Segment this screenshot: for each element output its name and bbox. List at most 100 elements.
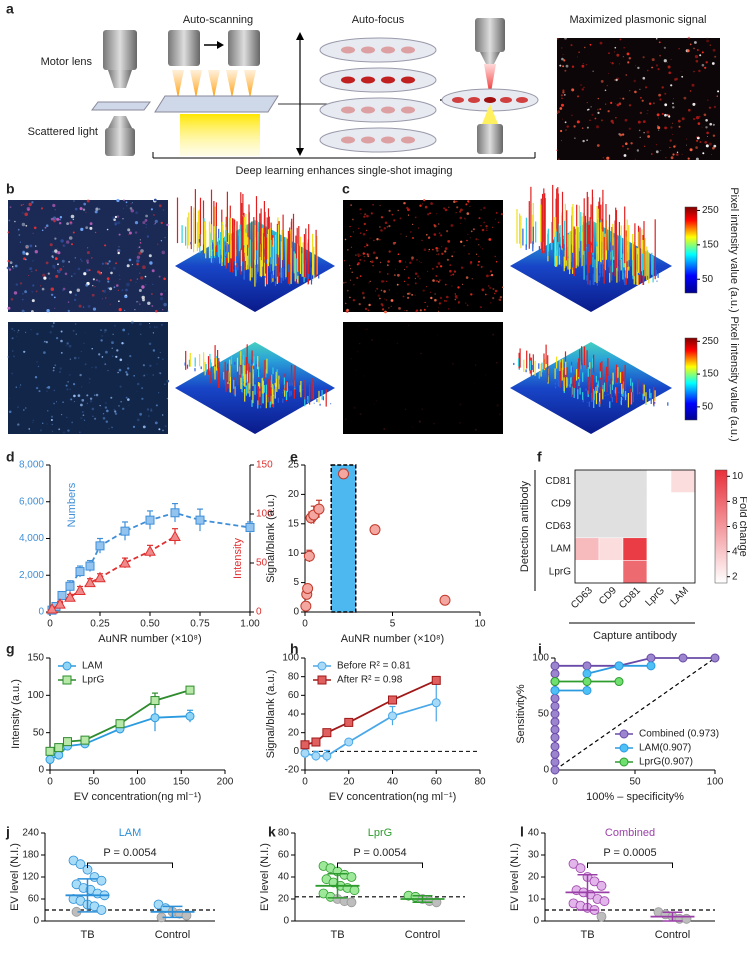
image-speckle bbox=[419, 278, 421, 280]
image-speckle bbox=[63, 431, 65, 434]
image-speckle bbox=[637, 120, 641, 124]
image-speckle bbox=[490, 273, 494, 277]
image-speckle bbox=[68, 236, 73, 240]
image-speckle bbox=[411, 294, 413, 296]
colorbar-label: Fold change bbox=[737, 496, 747, 557]
heat-cell bbox=[670, 514, 696, 539]
image-speckle bbox=[35, 386, 39, 390]
image-speckle bbox=[436, 280, 438, 282]
image-speckle bbox=[670, 156, 674, 160]
colorbar-tick-label: 6 bbox=[732, 521, 738, 532]
marker bbox=[94, 571, 106, 583]
marker bbox=[614, 677, 624, 687]
spot bbox=[381, 106, 395, 114]
image-speckle bbox=[161, 323, 163, 326]
image-speckle bbox=[364, 307, 368, 311]
spot bbox=[401, 46, 415, 54]
image-speckle bbox=[410, 231, 412, 233]
colorbar-tick-label: 50 bbox=[702, 274, 714, 285]
image-speckle bbox=[117, 221, 121, 225]
image-speckle bbox=[384, 298, 385, 300]
y-tick-label: 30 bbox=[528, 850, 540, 861]
image-speckle bbox=[50, 217, 54, 221]
image-speckle bbox=[634, 90, 637, 94]
image-speckle bbox=[104, 244, 107, 247]
y-axis-label: EV level (N.I.) bbox=[9, 843, 21, 911]
image-speckle bbox=[480, 224, 482, 227]
image-speckle bbox=[107, 287, 110, 290]
x-tick-label: LAM bbox=[669, 585, 691, 607]
image-speckle bbox=[477, 239, 479, 241]
image-speckle bbox=[80, 258, 82, 260]
missing-cell bbox=[622, 514, 648, 539]
y-tick-label: 0 bbox=[38, 607, 44, 618]
image-speckle bbox=[141, 285, 145, 289]
spot bbox=[500, 97, 512, 103]
marker bbox=[550, 669, 560, 679]
image-speckle bbox=[443, 207, 446, 210]
marker bbox=[54, 743, 64, 753]
image-speckle bbox=[454, 298, 457, 301]
image-speckle bbox=[350, 204, 352, 206]
image-speckle bbox=[496, 361, 498, 364]
image-speckle bbox=[670, 84, 673, 87]
image-speckle bbox=[489, 286, 492, 290]
image-speckle bbox=[131, 202, 133, 204]
image-speckle bbox=[35, 290, 38, 293]
image-speckle bbox=[664, 92, 667, 95]
image-speckle bbox=[687, 36, 691, 40]
image-speckle bbox=[388, 307, 390, 309]
image-speckle bbox=[657, 125, 659, 127]
image-speckle bbox=[134, 231, 138, 234]
image-speckle bbox=[663, 59, 667, 63]
image-speckle bbox=[363, 259, 366, 262]
image-speckle bbox=[627, 61, 630, 64]
objective bbox=[168, 30, 200, 66]
image-speckle bbox=[628, 104, 632, 107]
image-speckle bbox=[110, 396, 113, 399]
image-speckle bbox=[85, 268, 90, 272]
image-speckle bbox=[166, 223, 169, 227]
image-speckle bbox=[13, 355, 15, 358]
image-speckle bbox=[561, 140, 563, 142]
light-cone bbox=[190, 70, 202, 98]
image-speckle bbox=[81, 399, 83, 401]
image-speckle bbox=[697, 122, 701, 125]
image-speckle bbox=[368, 282, 370, 284]
image-speckle bbox=[415, 309, 419, 312]
focus-plane bbox=[319, 127, 437, 153]
image-speckle bbox=[432, 248, 434, 251]
image-speckle bbox=[618, 102, 622, 105]
image-speckle bbox=[151, 293, 153, 295]
image-speckle bbox=[127, 367, 130, 370]
image-speckle bbox=[151, 269, 155, 273]
marker bbox=[619, 729, 629, 739]
image-speckle bbox=[433, 233, 437, 236]
y-tick-label: 6,000 bbox=[19, 496, 44, 507]
image-speckle bbox=[51, 325, 54, 328]
image-speckle bbox=[414, 294, 416, 296]
legend-label: Combined (0.973) bbox=[639, 729, 719, 740]
image-speckle bbox=[496, 404, 499, 407]
image-speckle bbox=[489, 270, 493, 273]
image-speckle bbox=[91, 366, 93, 368]
image-speckle bbox=[162, 414, 164, 416]
image-speckle bbox=[474, 364, 477, 366]
image-speckle bbox=[407, 324, 410, 327]
image-speckle bbox=[50, 419, 53, 421]
image-speckle bbox=[444, 250, 447, 253]
image-speckle bbox=[32, 232, 34, 234]
image-speckle bbox=[359, 232, 362, 235]
colorbar-tick-label: 10 bbox=[732, 471, 744, 482]
marker bbox=[150, 696, 160, 706]
image-speckle bbox=[605, 103, 607, 105]
image-speckle bbox=[573, 125, 576, 128]
image-speckle bbox=[436, 254, 437, 256]
missing-cell bbox=[574, 469, 600, 493]
image-speckle bbox=[571, 114, 573, 117]
image-speckle bbox=[31, 290, 34, 293]
x-tick-label: 0 bbox=[552, 777, 558, 788]
image-speckle bbox=[60, 339, 63, 343]
image-speckle bbox=[147, 301, 151, 305]
image-speckle bbox=[681, 153, 683, 155]
